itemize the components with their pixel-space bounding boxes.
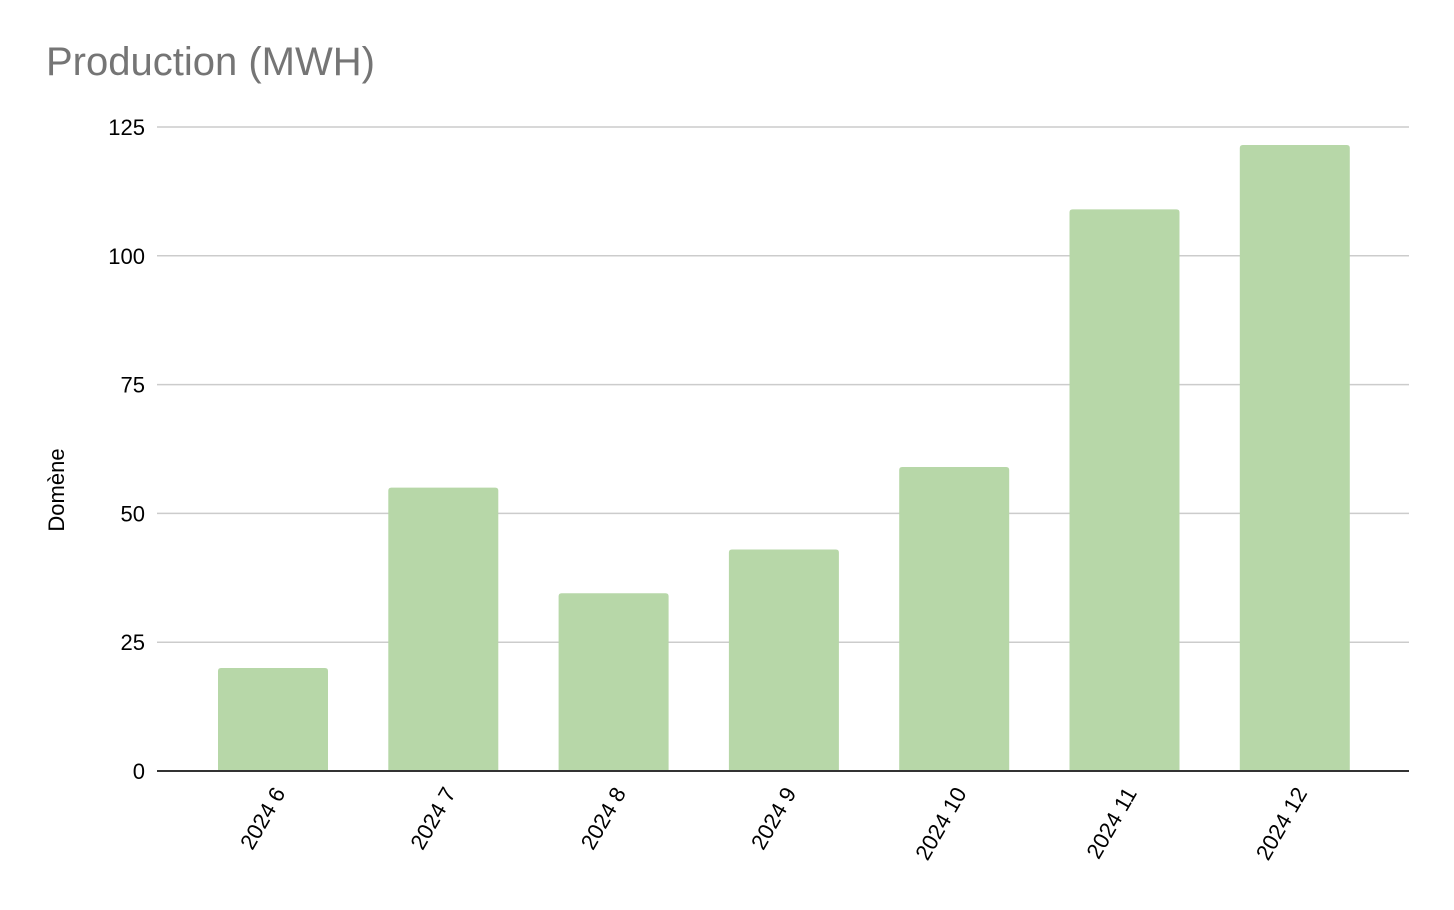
y-tick-label: 125 [108,115,145,140]
bar-2024-12 [1239,145,1350,772]
bar-2024-8 [558,593,669,771]
gridlines [157,126,1409,643]
bar-2024-6 [218,667,328,771]
x-tick-label: 2024 11 [1081,783,1142,863]
y-tick-labels: 0 25 50 75 100 125 [108,115,145,784]
bar-2024-9 [728,549,839,771]
y-tick-label: 25 [121,630,145,655]
y-tick-label: 50 [121,501,145,526]
y-axis-title: Domène [44,448,69,531]
bars [218,145,1350,772]
x-tick-label: 2024 12 [1251,783,1312,864]
x-tick-labels: 2024 6 2024 7 2024 8 2024 9 2024 10 2024 11 20… [235,783,1312,864]
y-tick-label: 0 [133,759,145,784]
chart-title: Production (MWH) [46,40,375,84]
bar-2024-7 [388,487,499,771]
x-tick-label: 2024 10 [910,783,971,864]
x-tick-label: 2024 6 [235,783,290,854]
bar-2024-10 [899,467,1010,771]
y-tick-label: 75 [121,373,145,398]
x-tick-label: 2024 8 [576,783,631,854]
bar-2024-11 [1069,209,1180,771]
x-tick-label: 2024 7 [405,783,460,854]
x-tick-label: 2024 9 [746,783,801,854]
y-tick-label: 100 [108,244,145,269]
